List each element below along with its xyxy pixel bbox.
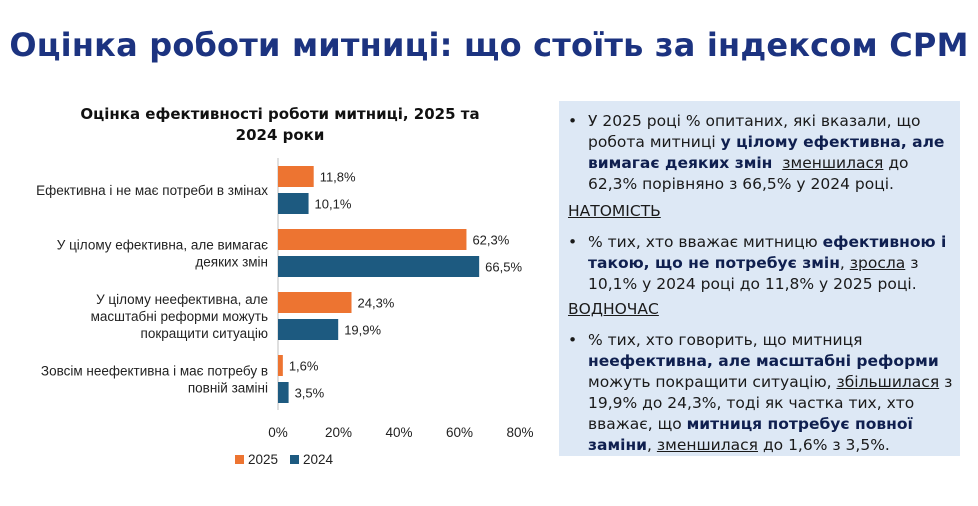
- data-label-2025-4: 1,6%: [289, 359, 319, 374]
- data-label-2025-3: 24,3%: [358, 296, 395, 311]
- legend-label-2024: 2024: [303, 452, 334, 467]
- legend-label-2025: 2025: [248, 452, 278, 467]
- x-tick-label: 20%: [325, 425, 352, 440]
- section-heading-instead: НАТОМІСТЬ: [568, 202, 661, 220]
- bar-2024-4: [278, 382, 289, 403]
- category-label: Ефективна і не має потреби в змінах: [36, 183, 268, 198]
- legend-swatch-2024: [290, 455, 299, 464]
- section-heading-meanwhile: ВОДНОЧАС: [568, 300, 659, 318]
- bullet-icon: •: [568, 331, 578, 349]
- page-title: Оцінка роботи митниці: що стоїть за інде…: [9, 26, 969, 64]
- data-label-2024-1: 10,1%: [315, 197, 352, 212]
- data-label-2025-2: 62,3%: [472, 233, 509, 248]
- category-label: Зовсім неефективна і має потребу в: [41, 364, 268, 379]
- bullet-icon: •: [568, 112, 578, 130]
- bar-2025-4: [278, 355, 283, 376]
- bar-2025-2: [278, 229, 467, 250]
- x-tick-label: 60%: [446, 425, 473, 440]
- category-label: повній заміні: [188, 381, 268, 396]
- bullet-icon: •: [568, 233, 578, 251]
- bar-2025-1: [278, 166, 314, 187]
- category-label: покращити ситуацію: [141, 326, 268, 341]
- bar-chart: 11,8% 10,1% Ефективна і не має потреби в з…: [36, 158, 534, 467]
- bar-2024-2: [278, 256, 480, 277]
- data-label-2024-4: 3,5%: [295, 386, 325, 401]
- legend-swatch-2025: [235, 455, 244, 464]
- insights-panel: • У 2025 році % опитаних, які вказали, щ…: [559, 101, 960, 456]
- bar-2025-3: [278, 292, 352, 313]
- insight-paragraph-1: • У 2025 році % опитаних, які вказали, щ…: [568, 112, 945, 193]
- bar-2024-3: [278, 319, 339, 340]
- insight-paragraph-2: • % тих, хто вважає митницю ефективною і…: [568, 233, 947, 293]
- data-label-2024-3: 19,9%: [344, 323, 381, 338]
- data-label-2024-2: 66,5%: [485, 260, 522, 275]
- category-label: У цілому ефективна, але вимагає: [57, 238, 268, 253]
- insight-paragraph-3: • % тих, хто говорить, що митниця неефек…: [568, 331, 953, 454]
- x-tick-label: 0%: [268, 425, 288, 440]
- x-tick-label: 40%: [385, 425, 412, 440]
- bar-2024-1: [278, 193, 309, 214]
- x-tick-label: 80%: [506, 425, 533, 440]
- data-label-2025-1: 11,8%: [320, 170, 356, 185]
- category-label: масштабні реформи можуть: [91, 309, 268, 324]
- category-label: деяких змін: [195, 255, 268, 270]
- category-label: У цілому неефективна, але: [96, 292, 268, 307]
- chart-title: Оцінка ефективності роботи митниці, 2025…: [80, 105, 480, 144]
